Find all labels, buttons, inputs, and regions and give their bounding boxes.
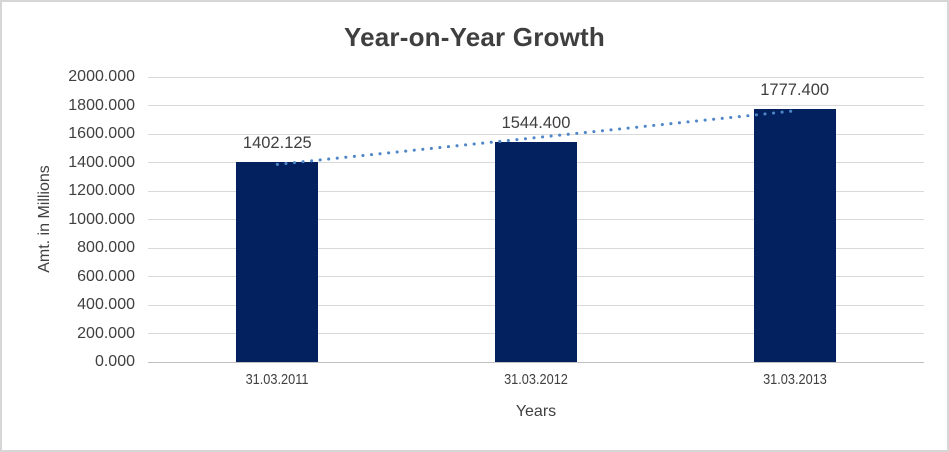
bar-31.03.2012 [495, 141, 577, 362]
y-tick-label: 800.000 [77, 239, 135, 256]
y-tick-label: 600.000 [77, 267, 135, 285]
x-tick-label: 31.03.2012 [504, 371, 568, 388]
y-tick-label: 0.000 [94, 353, 135, 370]
x-axis-title: Years [515, 403, 557, 420]
y-tick-label: 1800.000 [68, 96, 135, 114]
y-tick-label: 1600.000 [68, 125, 135, 142]
x-axis-line [148, 361, 924, 363]
y-tick-label: 400.000 [77, 296, 135, 313]
y-tick-label: 1200.000 [68, 182, 135, 199]
data-label: 1402.125 [242, 134, 312, 153]
data-label: 1544.400 [501, 113, 571, 132]
y-tick-label: 2000.000 [68, 68, 135, 85]
y-tick-label: 1400.000 [68, 153, 135, 171]
bar-31.03.2013 [753, 108, 836, 362]
y-tick-label: 200.000 [77, 324, 135, 342]
data-label: 1777.400 [760, 80, 830, 99]
x-tick-label: 31.03.2011 [245, 371, 309, 388]
gridline [148, 105, 924, 106]
chart-title: Year-on-Year Growth [344, 22, 605, 52]
x-tick-label: 31.03.2013 [762, 371, 827, 388]
y-tick-label: 1000.000 [68, 210, 135, 228]
bar-31.03.2011 [236, 162, 319, 362]
gridline [148, 76, 924, 78]
